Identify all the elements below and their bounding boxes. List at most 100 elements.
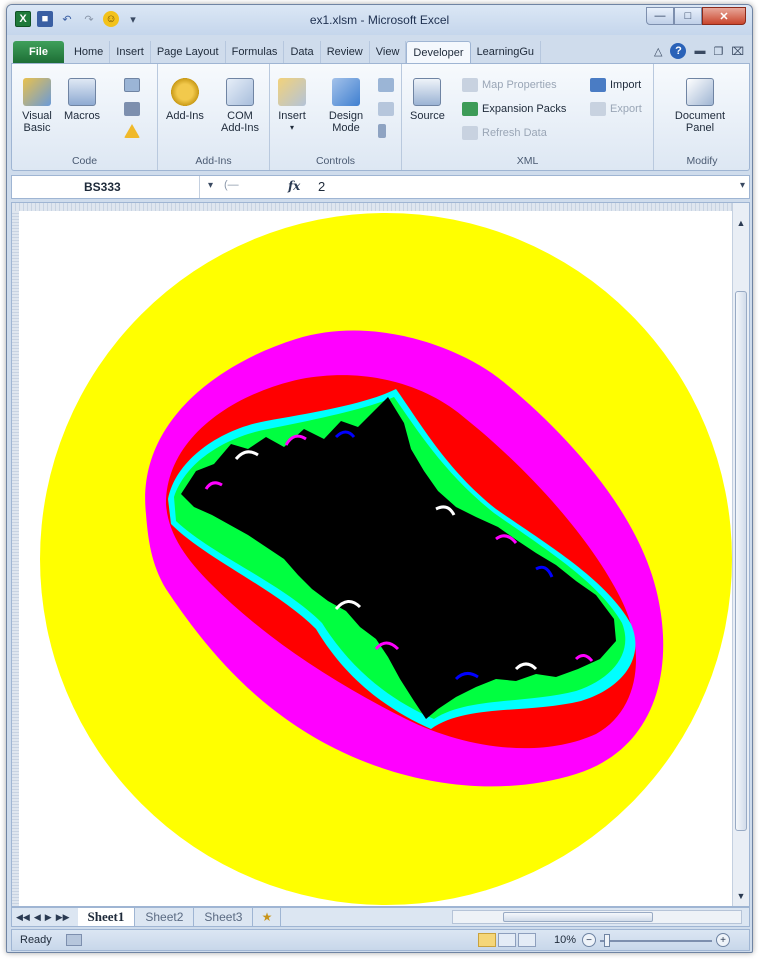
close-button[interactable]: ✕: [702, 7, 746, 25]
maximize-button[interactable]: □: [674, 7, 702, 25]
document-panel-icon: [686, 78, 714, 106]
sheet-tab-sheet2[interactable]: Sheet2: [135, 908, 195, 926]
ribbon-tabs: File Home Insert Page Layout Formulas Da…: [7, 37, 752, 63]
tab-page-layout[interactable]: Page Layout: [151, 41, 226, 63]
restore-workbook-icon[interactable]: ▬: [694, 45, 706, 57]
page-layout-view-button[interactable]: [498, 933, 516, 947]
sheet-tab-sheet1[interactable]: Sheet1: [77, 908, 136, 926]
name-box[interactable]: BS333: [12, 176, 200, 198]
tab-learningguide[interactable]: LearningGu: [471, 41, 542, 63]
minimize-ribbon-icon[interactable]: △: [653, 45, 663, 58]
fractal-edge-details: [204, 430, 594, 681]
fx-icon[interactable]: fx: [288, 179, 301, 193]
save-icon[interactable]: ■: [37, 11, 53, 27]
export-button[interactable]: Export: [590, 102, 642, 116]
view-code-button[interactable]: [378, 102, 394, 116]
source-button[interactable]: Source: [410, 78, 445, 122]
tab-home[interactable]: Home: [68, 41, 111, 63]
group-label-controls: Controls: [315, 155, 356, 167]
formula-bar-splitter-icon[interactable]: (—: [224, 179, 239, 191]
addins-label: Add-Ins: [166, 110, 204, 122]
zoom-slider-thumb[interactable]: [604, 934, 610, 947]
map-properties-icon: [462, 78, 478, 92]
view-code-icon: [378, 102, 394, 116]
document-panel-button[interactable]: Document Panel: [670, 78, 730, 134]
map-properties-button[interactable]: Map Properties: [462, 78, 557, 92]
restore-down-icon[interactable]: ❐: [713, 45, 724, 58]
import-button[interactable]: Import: [590, 78, 641, 92]
design-mode-icon: [332, 78, 360, 106]
insert-sheet-icon[interactable]: ★: [253, 908, 282, 926]
refresh-data-icon: [462, 126, 478, 140]
visual-basic-button[interactable]: Visual Basic: [20, 78, 54, 134]
minimize-button[interactable]: —: [646, 7, 674, 25]
tab-insert[interactable]: Insert: [110, 41, 151, 63]
relative-references-button[interactable]: [124, 102, 140, 116]
properties-icon: [378, 78, 394, 92]
relative-references-icon: [124, 102, 140, 116]
tab-formulas[interactable]: Formulas: [226, 41, 285, 63]
macro-security-button[interactable]: [124, 124, 140, 138]
title-bar: X ■ ↶ ↷ ☺ ▾ ex1.xlsm - Microsoft Excel —…: [7, 5, 752, 35]
group-label-modify: Modify: [686, 155, 718, 167]
customize-qat-icon[interactable]: ▾: [130, 13, 136, 26]
refresh-data-button[interactable]: Refresh Data: [462, 126, 547, 140]
next-sheet-icon[interactable]: ▶: [44, 911, 52, 922]
group-label-code: Code: [71, 155, 98, 167]
prev-sheet-icon[interactable]: ◀: [33, 911, 41, 922]
addins-button[interactable]: Add-Ins: [166, 78, 204, 122]
insert-control-button[interactable]: Insert ▾: [278, 78, 306, 134]
tab-view[interactable]: View: [370, 41, 407, 63]
zoom-out-icon[interactable]: −: [582, 933, 596, 947]
expansion-packs-button[interactable]: Expansion Packs: [462, 102, 566, 116]
column-headers[interactable]: [12, 203, 749, 211]
tab-file[interactable]: File: [13, 41, 64, 63]
julia-fractal-image: [40, 213, 732, 905]
vertical-scrollbar[interactable]: ▲ ▼: [732, 203, 749, 906]
com-addins-button[interactable]: COM Add-Ins: [220, 78, 260, 134]
zoom-slider[interactable]: [600, 940, 712, 942]
worksheet-grid[interactable]: ▲ ▼: [11, 202, 750, 907]
warning-icon: [124, 124, 140, 138]
tab-right-controls: △ ? ▬ ❐ ⌧: [654, 43, 744, 59]
scroll-up-icon[interactable]: ▲: [736, 218, 746, 228]
normal-view-button[interactable]: [478, 933, 496, 947]
design-mode-label: Design Mode: [328, 110, 364, 134]
fractal-detail-8: [374, 641, 400, 651]
page-break-preview-button[interactable]: [518, 933, 536, 947]
macros-button[interactable]: Macros: [64, 78, 100, 122]
source-label: Source: [410, 110, 445, 122]
formula-input[interactable]: 2: [318, 179, 326, 194]
horizontal-scroll-thumb[interactable]: [503, 912, 653, 922]
import-icon: [590, 78, 606, 92]
help-icon[interactable]: ?: [670, 43, 687, 59]
undo-icon[interactable]: ↶: [62, 13, 72, 26]
properties-button[interactable]: [378, 78, 394, 92]
excel-icon[interactable]: X: [15, 11, 31, 27]
insert-control-label: Insert: [278, 110, 306, 122]
group-label-xml: XML: [516, 155, 539, 167]
macros-label: Macros: [64, 110, 101, 122]
macro-recording-icon[interactable]: [65, 934, 82, 946]
redo-icon[interactable]: ↷: [84, 13, 94, 26]
first-sheet-icon[interactable]: ◀◀: [16, 911, 30, 922]
expand-formula-bar-icon[interactable]: ▾: [739, 180, 745, 191]
horizontal-scrollbar[interactable]: [452, 910, 742, 924]
tab-data[interactable]: Data: [284, 41, 321, 63]
insert-control-icon: [278, 78, 306, 106]
name-box-dropdown-icon[interactable]: ▾: [208, 180, 214, 191]
last-sheet-icon[interactable]: ▶▶: [55, 911, 70, 922]
record-macro-button[interactable]: [124, 78, 140, 92]
close-workbook-icon[interactable]: ⌧: [731, 45, 744, 58]
scroll-down-icon[interactable]: ▼: [736, 891, 746, 901]
tab-developer[interactable]: Developer: [406, 41, 471, 63]
zoom-in-icon[interactable]: +: [716, 933, 730, 947]
tab-review[interactable]: Review: [321, 41, 370, 63]
design-mode-button[interactable]: Design Mode: [326, 78, 366, 134]
zoom-level[interactable]: 10%: [554, 934, 577, 946]
run-dialog-button[interactable]: [378, 124, 386, 138]
smiley-icon[interactable]: ☺: [103, 11, 119, 27]
row-headers[interactable]: [12, 211, 19, 906]
sheet-tab-sheet3[interactable]: Sheet3: [194, 908, 254, 926]
vertical-scroll-thumb[interactable]: [735, 291, 747, 831]
